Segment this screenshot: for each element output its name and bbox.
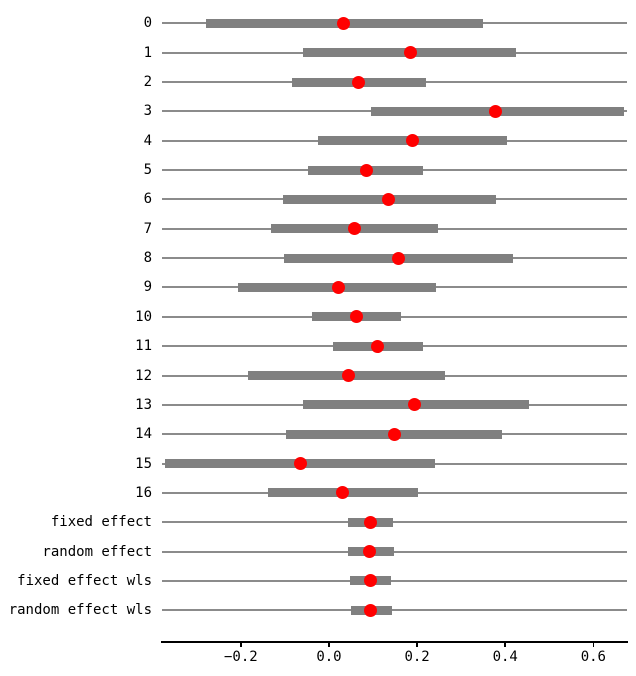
row-guide-line [162,550,628,553]
row-label: fixed effect wls [17,572,152,589]
x-tick-label: 0.2 [404,649,430,665]
row-label: 13 [135,396,152,413]
estimate-dot [351,75,365,89]
estimate-dot [336,16,350,30]
row-label: fixed effect [50,514,152,531]
row-label: 7 [143,220,152,237]
estimate-dot [363,545,377,559]
estimate-dot [341,369,355,382]
x-axis-spine [161,641,629,643]
row-label: 3 [143,103,152,120]
estimate-dot [347,222,361,236]
x-tick-mark [504,642,506,647]
estimate-dot [359,163,373,177]
estimate-dot [331,280,345,294]
row-guide-line [162,609,628,612]
estimate-dot [407,398,421,412]
estimate-dot [294,457,308,471]
row-guide-line [162,521,628,524]
estimate-dot [382,192,396,206]
row-label: 1 [143,44,152,61]
estimate-dot [371,339,385,353]
x-tick-label: −0.2 [224,649,258,665]
row-label: 11 [135,338,152,355]
row-label: 12 [135,367,152,384]
estimate-dot [364,574,378,588]
estimate-dot [387,427,401,441]
row-label: 4 [143,132,152,149]
x-tick-label: 0.0 [316,649,342,665]
x-tick-label: 0.4 [492,649,518,665]
row-label: 14 [135,426,152,443]
estimate-dot [363,603,377,617]
row-label: 8 [143,250,152,267]
row-label: 6 [143,191,152,208]
x-tick-mark [416,642,418,647]
row-label: random effect [42,543,152,560]
estimate-dot [406,134,420,148]
x-tick-mark [328,642,330,647]
row-label: random effect wls [8,602,152,619]
estimate-dot [364,515,378,529]
x-tick-mark [240,642,242,647]
estimate-dot [350,310,364,324]
x-tick-label: 0.6 [580,649,606,665]
row-label: 0 [143,15,152,32]
row-label: 5 [143,162,152,179]
row-label: 16 [135,484,152,501]
estimate-dot [404,46,417,60]
estimate-dot [391,251,405,265]
estimate-dot [489,104,503,118]
row-label: 10 [135,308,152,325]
row-label: 2 [143,74,152,90]
row-label: 15 [135,455,152,472]
estimate-dot [336,486,350,500]
x-tick-mark [592,642,595,647]
row-guide-line [162,579,628,582]
row-label: 9 [143,279,152,296]
